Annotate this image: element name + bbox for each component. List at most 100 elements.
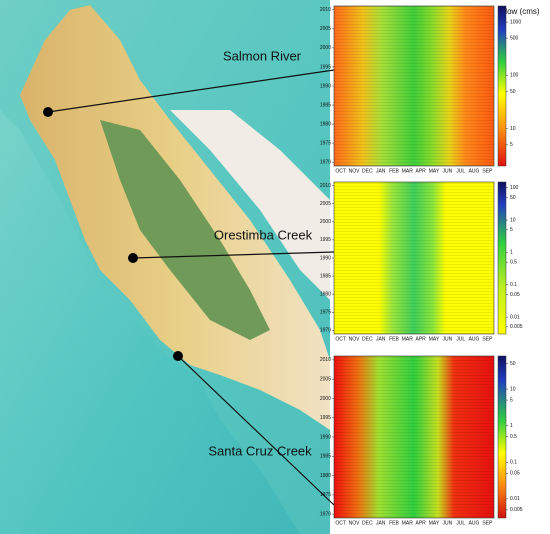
x-tick-label: DEC (362, 520, 373, 526)
x-tick-label: JUL (456, 168, 465, 174)
x-tick-label: FEB (389, 520, 399, 526)
colorbar-tick-label: 0.05 (510, 292, 520, 298)
x-tick-label: NOV (349, 168, 361, 174)
site-label: Salmon River (223, 48, 302, 63)
leader-line (47, 69, 335, 113)
site-dot (128, 253, 138, 263)
colorbar-tick-label: 1 (510, 250, 513, 256)
x-tick-label: NOV (349, 520, 361, 526)
colorbar-tick-label: 0.5 (510, 434, 517, 440)
y-tick-label: 1975 (320, 310, 331, 316)
x-tick-label: OCT (335, 336, 346, 342)
y-tick-label: 1995 (320, 237, 331, 243)
y-tick-label: 2005 (320, 376, 331, 382)
x-tick-label: JUN (442, 168, 452, 174)
x-tick-label: MAY (429, 336, 440, 342)
x-tick-label: AUG (469, 520, 480, 526)
x-tick-label: SEP (482, 168, 493, 174)
colorbar (497, 181, 507, 335)
colorbar-tick-label: 5 (510, 142, 513, 148)
x-tick-label: AUG (469, 336, 480, 342)
x-tick-label: MAY (429, 168, 440, 174)
y-tick-label: 2010 (320, 183, 331, 189)
colorbar-tick-label: 0.05 (510, 471, 520, 477)
colorbar (497, 5, 507, 167)
y-tick-label: 1975 (320, 140, 331, 146)
colorbar-tick-label: 1000 (510, 19, 521, 25)
colorbar-tick-label: 5 (510, 227, 513, 233)
colorbar-title: Flow (cms) (500, 7, 539, 16)
colorbar-tick-label: 5 (510, 397, 513, 403)
colorbar-tick-label: 0.01 (510, 314, 520, 320)
y-tick-label: 1970 (320, 328, 331, 334)
site-dot (43, 107, 53, 117)
map (0, 0, 330, 534)
y-tick-label: 2000 (320, 45, 331, 51)
x-tick-label: JAN (376, 336, 386, 342)
y-tick-label: 2000 (320, 396, 331, 402)
x-tick-label: SEP (482, 520, 493, 526)
y-tick-label: 1970 (320, 511, 331, 517)
colorbar-tick-label: 10 (510, 126, 516, 132)
site-label: Santa Cruz Creek (208, 443, 312, 458)
y-tick-label: 2005 (320, 26, 331, 32)
x-tick-label: APR (416, 520, 427, 526)
y-tick-label: 1990 (320, 255, 331, 261)
y-tick-label: 1995 (320, 64, 331, 70)
leader-line (177, 355, 335, 506)
colorbar-tick-label: 10 (510, 386, 516, 392)
x-tick-label: FEB (389, 168, 399, 174)
colorbar-tick-label: 100 (510, 185, 519, 191)
site-dot (173, 351, 183, 361)
y-tick-label: 1985 (320, 273, 331, 279)
site-label: Orestimba Creek (214, 227, 313, 242)
colorbar-tick-label: 500 (510, 35, 519, 41)
colorbar (497, 355, 507, 519)
colorbar-tick-label: 0.005 (510, 507, 523, 513)
x-tick-label: JUN (442, 336, 452, 342)
x-tick-label: DEC (362, 168, 373, 174)
x-tick-label: JUL (456, 336, 465, 342)
x-tick-label: NOV (349, 336, 361, 342)
y-tick-label: 1990 (320, 434, 331, 440)
y-tick-label: 2010 (320, 7, 331, 13)
heatmap-texture (334, 182, 494, 334)
x-tick-label: APR (416, 168, 427, 174)
y-tick-label: 1980 (320, 473, 331, 479)
colorbar-tick-label: 50 (510, 89, 516, 95)
x-tick-label: JUL (456, 520, 465, 526)
y-tick-label: 1980 (320, 292, 331, 298)
y-tick-label: 1985 (320, 102, 331, 108)
y-tick-label: 1970 (320, 160, 331, 166)
colorbar-tick-label: 0.1 (510, 282, 517, 288)
x-tick-label: MAR (402, 168, 414, 174)
heatmap-texture (334, 6, 494, 166)
x-tick-label: DEC (362, 336, 373, 342)
x-tick-label: JAN (376, 168, 386, 174)
y-tick-label: 1975 (320, 492, 331, 498)
leader-line (132, 251, 335, 259)
colorbar-tick-label: 100 (510, 73, 519, 79)
x-tick-label: MAY (429, 520, 440, 526)
x-tick-label: FEB (389, 336, 399, 342)
colorbar-tick-label: 1 (510, 423, 513, 429)
y-tick-label: 1980 (320, 121, 331, 127)
heatmap-texture (334, 356, 494, 518)
colorbar-tick-label: 50 (510, 195, 516, 201)
x-tick-label: MAR (402, 520, 414, 526)
colorbar-tick-label: 0.005 (510, 324, 523, 330)
x-tick-label: OCT (335, 168, 346, 174)
y-tick-label: 1985 (320, 454, 331, 460)
colorbar-tick-label: 0.1 (510, 460, 517, 466)
y-tick-label: 2000 (320, 219, 331, 225)
y-tick-label: 2010 (320, 357, 331, 363)
colorbar-tick-label: 10 (510, 217, 516, 223)
x-tick-label: JUN (442, 520, 452, 526)
x-tick-label: JAN (376, 520, 386, 526)
x-tick-label: AUG (469, 168, 480, 174)
x-tick-label: OCT (335, 520, 346, 526)
x-tick-label: APR (416, 336, 427, 342)
colorbar-tick-label: 0.01 (510, 496, 520, 502)
leaders: Salmon River Orestimba Creek Santa Cruz … (43, 48, 335, 506)
